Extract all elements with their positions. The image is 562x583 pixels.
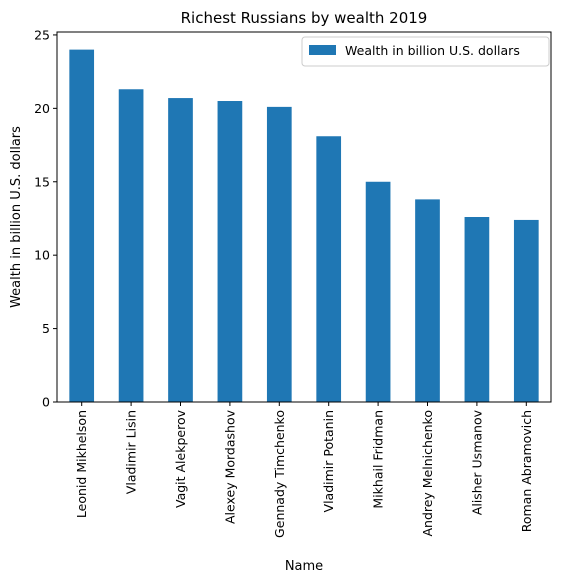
legend: Wealth in billion U.S. dollars [301,36,550,67]
x-tick-label: Alexey Mordashov [222,409,237,524]
y-tick-label: 5 [42,321,50,336]
bar [464,217,490,402]
legend-swatch [309,45,336,55]
x-tick-label: Alisher Usmanov [469,409,484,515]
legend-frame [301,36,550,67]
bar [118,89,144,402]
x-tick-label: Roman Abramovich [519,410,534,532]
y-tick-label: 20 [34,101,50,116]
bar [365,181,391,402]
x-tick-label: Gennady Timchenko [272,410,287,538]
y-tick-label: 25 [34,27,50,42]
x-tick-label: Leonid Mikhelson [74,410,89,518]
plot-frame [56,31,552,403]
x-tick-label: Mikhail Fridman [371,410,386,509]
x-tick-label: Andrey Melnichenko [420,410,435,537]
y-tick-label: 0 [42,395,50,410]
x-tick-label: Vladimir Lisin [124,410,139,494]
bar [168,98,193,403]
y-tick-label: 15 [34,174,50,189]
y-tick-label: 10 [34,248,50,263]
bar [69,49,95,402]
plot-area: 0 5 10 15 20 25 Leonid Mikhelson Vladimir Lisin… [34,27,552,538]
bar [415,199,440,402]
x-tick-label: Vladimir Potanin [321,410,336,512]
chart-title: Richest Russians by wealth 2019 [181,9,428,27]
bar [316,136,342,402]
bar [266,106,292,402]
y-axis-label: Wealth in billion U.S. dollars [9,126,24,308]
x-axis-label: Name [285,559,323,574]
x-tick-label: Vagit Alekperov [173,409,188,508]
legend-entry: Wealth in billion U.S. dollars [345,43,520,58]
bar [217,101,243,402]
bar [513,219,539,402]
